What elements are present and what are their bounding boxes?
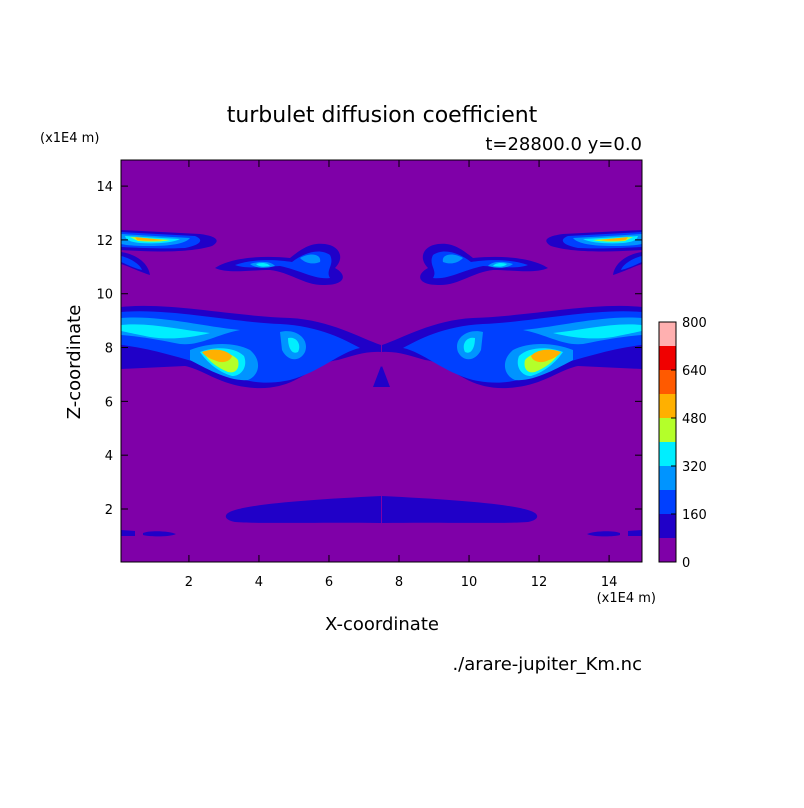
colorbar-bin bbox=[659, 514, 676, 538]
x-tick-label: 6 bbox=[325, 575, 333, 590]
y-axis-label: Z-coordinate bbox=[64, 305, 85, 420]
colorbar-bin bbox=[659, 346, 676, 370]
contour-field bbox=[121, 230, 642, 537]
y-tick-label: 12 bbox=[96, 234, 113, 249]
x-tick-label: 4 bbox=[255, 575, 263, 590]
colorbar-tick-label: 0 bbox=[682, 556, 690, 571]
y-tick-label: 8 bbox=[105, 342, 113, 357]
y-tick-label: 4 bbox=[105, 449, 113, 464]
plot-frame bbox=[120, 159, 643, 563]
colorbar-tick-label: 480 bbox=[682, 412, 707, 427]
contour-region bbox=[121, 234, 321, 268]
colorbar-bin bbox=[659, 370, 676, 394]
contour-region bbox=[121, 530, 176, 537]
colorbar-bin bbox=[659, 490, 676, 514]
y-tick-label: 14 bbox=[96, 180, 113, 195]
colorbar-tick-label: 320 bbox=[682, 460, 707, 475]
colorbar-bin bbox=[659, 322, 676, 346]
source-file: ./arare-jupiter_Km.nc bbox=[452, 654, 642, 675]
contour-half bbox=[374, 230, 642, 537]
contour-half bbox=[121, 230, 389, 537]
y-unit: (x1E4 m) bbox=[40, 131, 99, 146]
x-tick-label: 10 bbox=[461, 575, 478, 590]
y-tick-label: 2 bbox=[105, 503, 113, 518]
y-tick-label: 6 bbox=[105, 395, 113, 410]
colorbar-frame bbox=[658, 321, 677, 563]
contour-region bbox=[587, 530, 642, 537]
x-tick-label: 12 bbox=[531, 575, 548, 590]
colorbar-tick-label: 800 bbox=[682, 316, 707, 331]
colorbar-bin bbox=[659, 442, 676, 466]
x-tick-label: 14 bbox=[601, 575, 618, 590]
x-tick-label: 2 bbox=[185, 575, 193, 590]
x-axis-label: X-coordinate bbox=[325, 614, 439, 635]
contour-region bbox=[374, 366, 390, 387]
colorbar-tick-label: 160 bbox=[682, 508, 707, 523]
y-tick-label: 10 bbox=[96, 288, 113, 303]
colorbar-bin bbox=[659, 538, 676, 562]
colorbar: 0 160 320 480 640 800 bbox=[658, 316, 707, 571]
chart-title: turbulet diffusion coefficient bbox=[227, 103, 538, 128]
colorbar-bin bbox=[659, 466, 676, 490]
colorbar-bin bbox=[659, 418, 676, 442]
contour-region bbox=[382, 496, 538, 523]
colorbar-bin bbox=[659, 394, 676, 418]
contour-region bbox=[225, 496, 381, 523]
colorbar-tick-label: 640 bbox=[682, 364, 707, 379]
subtitle: t=28800.0 y=0.0 bbox=[485, 134, 642, 155]
x-tick-label: 8 bbox=[395, 575, 403, 590]
contour-region bbox=[442, 234, 642, 268]
x-unit: (x1E4 m) bbox=[597, 591, 656, 606]
